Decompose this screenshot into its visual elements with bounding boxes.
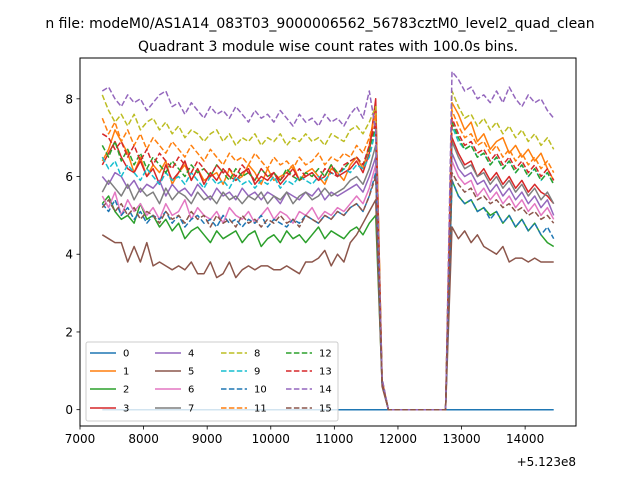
- legend-label-3: 3: [123, 404, 129, 415]
- x-tick-label: 11000: [315, 432, 353, 446]
- x-tick-label: 7000: [65, 432, 96, 446]
- chart-title: Quadrant 3 module wise count rates with …: [138, 39, 518, 55]
- y-tick-label: 0: [65, 403, 73, 417]
- legend-label-15: 15: [319, 404, 332, 415]
- legend-label-14: 14: [319, 385, 332, 396]
- x-tick-label: 13000: [442, 432, 480, 446]
- x-tick-label: 8000: [128, 432, 159, 446]
- legend-label-13: 13: [319, 367, 332, 378]
- legend-label-4: 4: [188, 349, 194, 360]
- series-line-4: [101, 152, 555, 411]
- series-line-5: [101, 199, 554, 411]
- figure-suptitle: n file: modeM0/AS1A14_083T03_9000006562_…: [45, 16, 594, 32]
- x-tick-label: 12000: [379, 432, 417, 446]
- x-axis: 7000 8000 9000 10000 11000 12000 13000 14000: [65, 426, 544, 446]
- series-line-8: [101, 90, 555, 411]
- legend-frame: [85, 341, 339, 422]
- legend-label-8: 8: [254, 349, 260, 360]
- series-line-6: [101, 160, 555, 411]
- legend-label-12: 12: [319, 349, 332, 360]
- legend-label-2: 2: [123, 385, 129, 396]
- legend-label-6: 6: [188, 385, 194, 396]
- legend-label-10: 10: [254, 385, 267, 396]
- axes-frame: [79, 57, 577, 427]
- series-line-7: [101, 140, 555, 411]
- series-line-9: [101, 125, 555, 411]
- y-axis: 0 2 4 6 8: [65, 92, 80, 417]
- legend-label-1: 1: [123, 367, 129, 378]
- x-offset-label: +5.123e8: [517, 455, 576, 469]
- legend-label-5: 5: [188, 367, 194, 378]
- series-line-14: [101, 70, 555, 411]
- legend-label-11: 11: [254, 404, 267, 415]
- legend-label-0: 0: [123, 349, 129, 360]
- x-tick-label: 10000: [252, 432, 290, 446]
- x-tick-label: 14000: [506, 432, 544, 446]
- y-tick-label: 4: [65, 248, 73, 262]
- series-line-12: [101, 121, 555, 411]
- y-tick-label: 2: [65, 325, 73, 339]
- series-line-11: [101, 109, 555, 411]
- series-layer: [101, 70, 555, 411]
- legend-label-7: 7: [188, 404, 194, 415]
- x-tick-label: 9000: [192, 432, 223, 446]
- series-line-13: [101, 117, 555, 411]
- series-line-15: [101, 171, 555, 411]
- y-tick-label: 6: [65, 170, 73, 184]
- y-tick-label: 8: [65, 92, 73, 106]
- legend-label-9: 9: [254, 367, 260, 378]
